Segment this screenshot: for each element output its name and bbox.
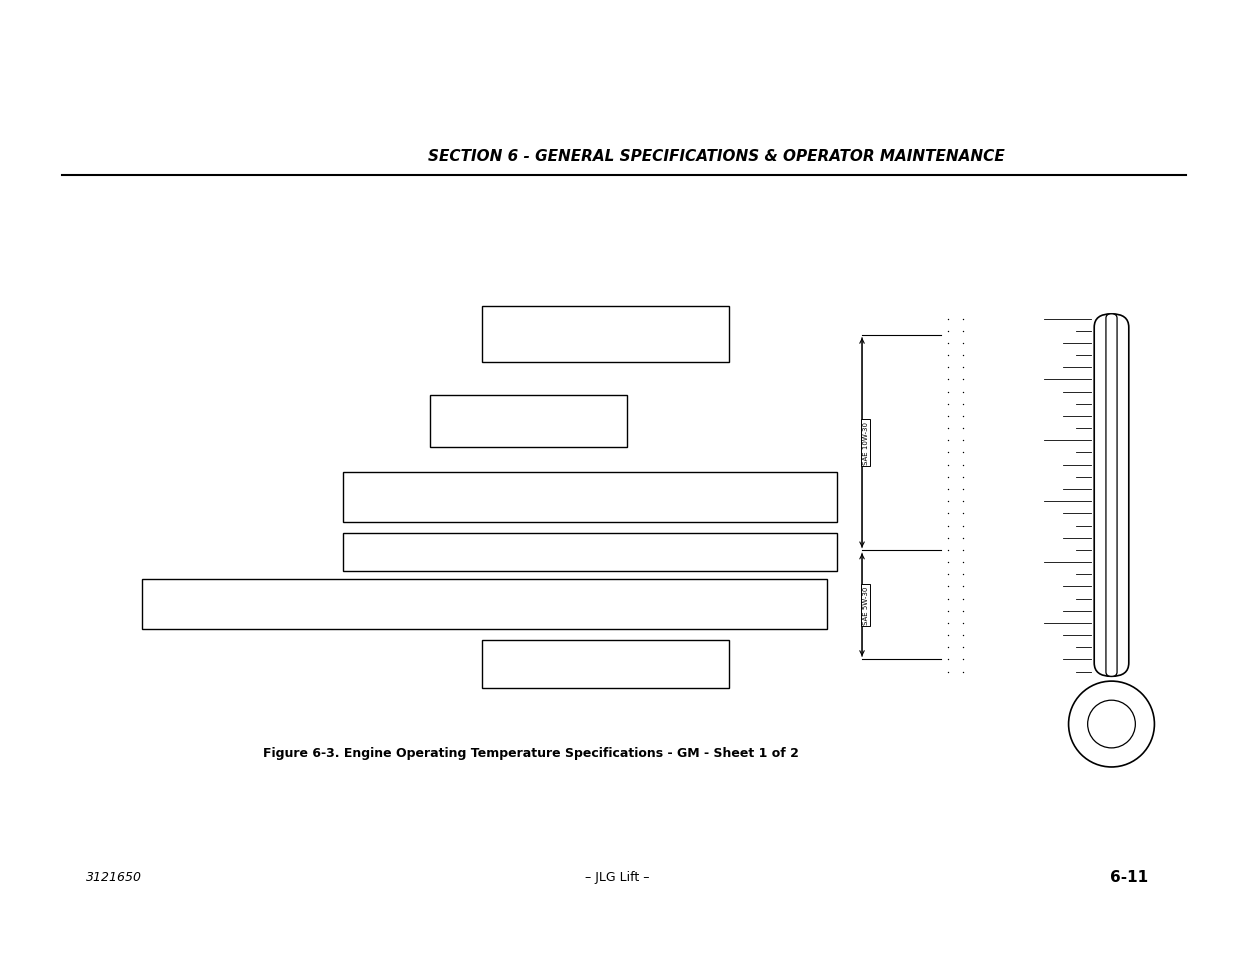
Text: 6-11: 6-11 bbox=[1110, 869, 1149, 884]
Bar bbox=[430, 395, 627, 448]
Ellipse shape bbox=[1068, 681, 1155, 767]
Text: SAE 10W-30: SAE 10W-30 bbox=[863, 421, 868, 465]
Bar bbox=[482, 307, 729, 362]
Text: SECTION 6 - GENERAL SPECIFICATIONS & OPERATOR MAINTENANCE: SECTION 6 - GENERAL SPECIFICATIONS & OPE… bbox=[427, 149, 1005, 164]
FancyBboxPatch shape bbox=[1094, 314, 1129, 677]
FancyBboxPatch shape bbox=[1107, 314, 1118, 677]
Bar bbox=[343, 534, 837, 572]
Text: SAE 5W-30: SAE 5W-30 bbox=[863, 586, 868, 624]
Text: Figure 6-3. Engine Operating Temperature Specifications - GM - Sheet 1 of 2: Figure 6-3. Engine Operating Temperature… bbox=[263, 746, 799, 760]
Bar bbox=[482, 640, 729, 688]
Ellipse shape bbox=[1088, 700, 1135, 748]
Text: – JLG Lift –: – JLG Lift – bbox=[585, 870, 650, 883]
Bar bbox=[343, 473, 837, 522]
Bar bbox=[142, 579, 827, 629]
Text: 3121650: 3121650 bbox=[86, 870, 142, 883]
